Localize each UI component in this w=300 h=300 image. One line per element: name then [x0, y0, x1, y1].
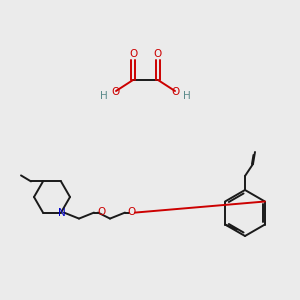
Text: H: H: [100, 91, 108, 101]
Text: O: O: [129, 49, 137, 59]
Text: O: O: [97, 207, 105, 217]
Text: O: O: [128, 207, 136, 217]
Text: N: N: [58, 208, 66, 218]
Text: O: O: [172, 87, 180, 97]
Text: O: O: [154, 49, 162, 59]
Text: O: O: [111, 87, 119, 97]
Text: H: H: [183, 91, 191, 101]
